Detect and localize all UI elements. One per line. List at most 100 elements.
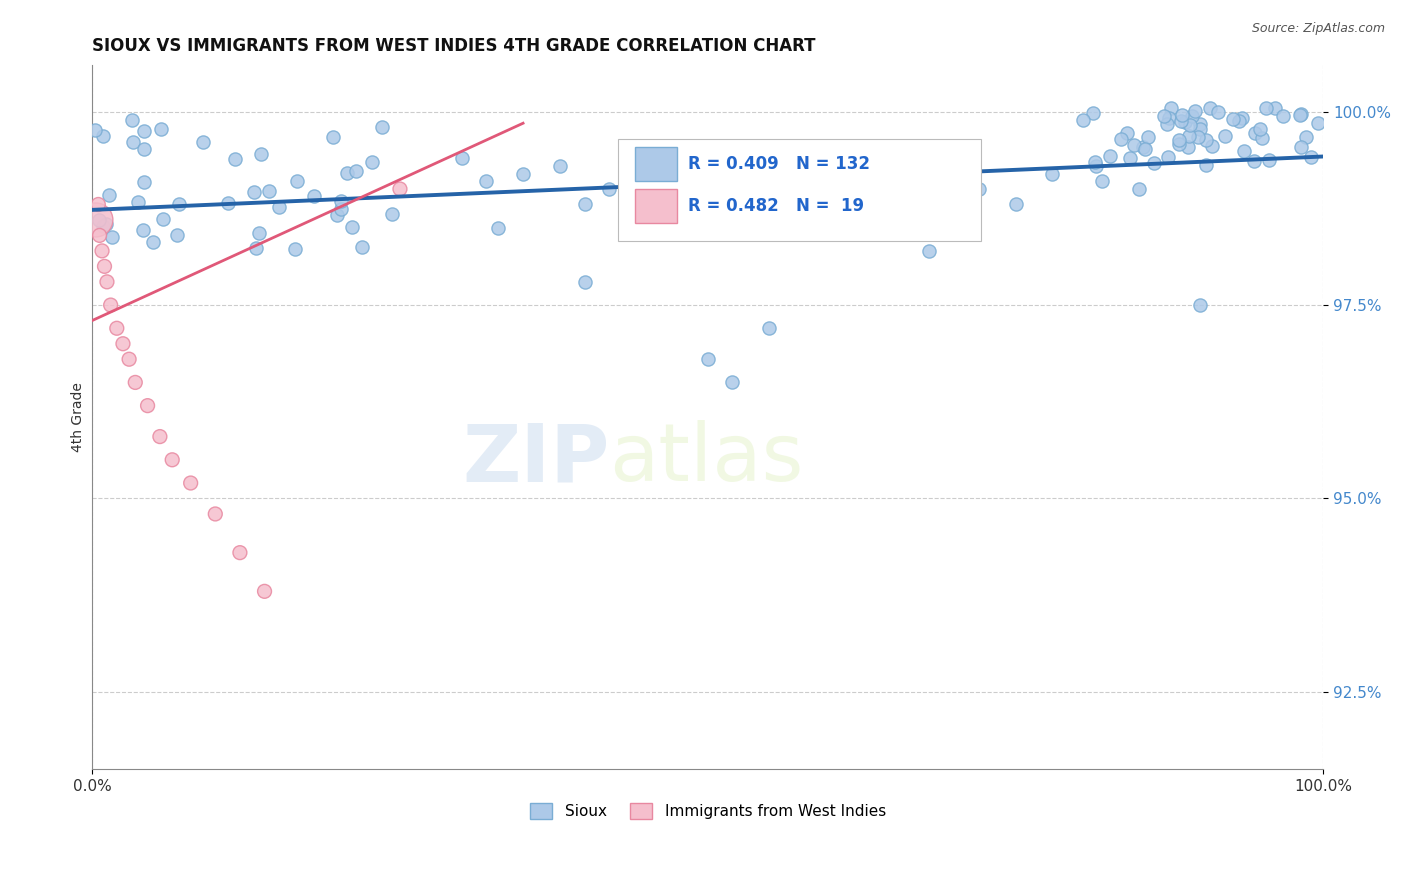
Point: [204, 507, 226, 521]
Point: [84, 213, 107, 227]
Point: [350, 240, 373, 254]
Point: [1111, 132, 1133, 146]
Point: [83, 123, 105, 137]
Point: [1272, 109, 1295, 123]
Point: [1153, 110, 1175, 124]
Point: [132, 175, 155, 189]
Point: [152, 212, 174, 227]
Point: [1198, 101, 1220, 115]
Point: [1227, 114, 1250, 128]
Point: [1160, 101, 1182, 115]
Point: [1042, 167, 1064, 181]
Text: SIOUX VS IMMIGRANTS FROM WEST INDIES 4TH GRADE CORRELATION CHART: SIOUX VS IMMIGRANTS FROM WEST INDIES 4TH…: [93, 37, 815, 55]
Point: [342, 220, 364, 235]
Point: [450, 151, 472, 165]
Point: [134, 124, 156, 138]
Point: [245, 241, 267, 255]
Point: [105, 321, 128, 335]
Text: atlas: atlas: [609, 420, 804, 499]
Point: [284, 243, 307, 257]
Point: [1258, 153, 1281, 167]
Point: [91, 244, 114, 258]
Point: [1168, 133, 1191, 147]
Point: [1250, 131, 1272, 145]
Point: [1156, 117, 1178, 131]
Point: [1177, 139, 1199, 153]
Point: [1071, 112, 1094, 127]
Point: [1195, 133, 1218, 147]
Point: [344, 163, 367, 178]
Point: [1128, 182, 1150, 196]
Point: [89, 213, 111, 227]
Point: [118, 352, 141, 367]
Point: [1116, 127, 1139, 141]
Point: [136, 399, 159, 413]
Point: [1004, 197, 1026, 211]
Point: [475, 174, 498, 188]
Point: [1157, 111, 1180, 125]
Point: [326, 208, 349, 222]
Point: [1084, 155, 1107, 169]
Point: [124, 376, 146, 390]
Point: [1171, 108, 1194, 122]
Point: [1233, 145, 1256, 159]
Point: [1178, 118, 1201, 132]
Point: [721, 376, 744, 390]
Point: [1206, 104, 1229, 119]
Point: [134, 143, 156, 157]
Point: [322, 130, 344, 145]
Text: ZIP: ZIP: [463, 420, 609, 499]
Text: R = 0.482   N =  19: R = 0.482 N = 19: [688, 197, 865, 215]
Point: [647, 174, 669, 188]
Point: [217, 196, 239, 211]
Point: [1177, 129, 1199, 144]
Point: [87, 197, 110, 211]
Point: [1084, 159, 1107, 173]
Point: [882, 174, 904, 188]
Point: [1137, 129, 1160, 144]
Point: [1243, 154, 1265, 169]
Point: [1189, 298, 1212, 312]
Point: [598, 182, 620, 196]
Point: [336, 166, 359, 180]
Point: [1230, 111, 1253, 125]
Point: [166, 227, 188, 242]
Point: [250, 147, 273, 161]
Point: [122, 135, 145, 149]
Point: [1189, 122, 1212, 136]
Point: [1289, 108, 1312, 122]
Point: [1295, 130, 1317, 145]
Point: [142, 235, 165, 249]
Point: [1098, 148, 1121, 162]
Point: [91, 219, 114, 233]
Point: [127, 195, 149, 210]
FancyBboxPatch shape: [636, 147, 676, 181]
Y-axis label: 4th Grade: 4th Grade: [72, 383, 86, 452]
Point: [1189, 116, 1212, 130]
Point: [1195, 158, 1218, 172]
Point: [1299, 150, 1322, 164]
Point: [488, 220, 510, 235]
Point: [512, 167, 534, 181]
Point: [150, 122, 173, 136]
Legend: Sioux, Immigrants from West Indies: Sioux, Immigrants from West Indies: [523, 797, 891, 825]
Point: [160, 452, 183, 467]
Point: [193, 135, 215, 149]
Point: [1213, 128, 1236, 143]
Point: [696, 352, 718, 367]
Point: [91, 129, 114, 144]
Point: [89, 228, 111, 243]
Point: [1132, 139, 1154, 153]
Point: [918, 244, 941, 258]
Point: [111, 336, 134, 351]
Point: [623, 190, 645, 204]
Point: [1256, 101, 1278, 115]
Point: [758, 321, 780, 335]
Text: R = 0.409   N = 132: R = 0.409 N = 132: [688, 155, 870, 173]
Point: [1157, 150, 1180, 164]
Point: [93, 260, 115, 274]
Point: [285, 173, 308, 187]
Point: [94, 217, 117, 231]
FancyBboxPatch shape: [636, 189, 676, 223]
Point: [1289, 140, 1312, 154]
